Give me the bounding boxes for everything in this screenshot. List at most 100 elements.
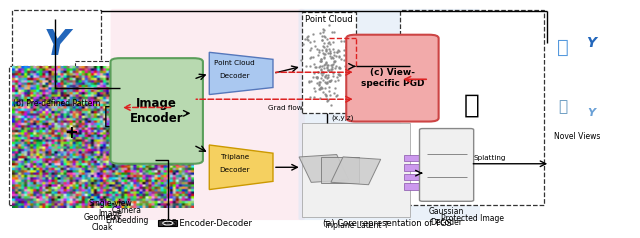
Point — [326, 67, 337, 71]
Point — [327, 65, 337, 69]
Point — [326, 69, 337, 73]
Bar — [158, 220, 177, 226]
Point — [308, 39, 319, 43]
Point — [328, 47, 339, 50]
Point — [335, 66, 345, 70]
Point — [330, 66, 340, 70]
Point — [322, 99, 332, 103]
Point — [316, 96, 326, 100]
Bar — [301, 12, 356, 113]
Point — [330, 64, 340, 68]
Text: Triplane Latent T: Triplane Latent T — [324, 221, 388, 230]
Point — [332, 50, 342, 54]
Point — [327, 63, 337, 67]
Point — [324, 93, 335, 97]
Text: 〰: 〰 — [557, 38, 569, 57]
Point — [322, 76, 332, 79]
Point — [315, 87, 325, 90]
Point — [319, 29, 329, 32]
Point — [316, 67, 326, 71]
Point — [317, 38, 328, 42]
Point — [305, 79, 316, 83]
Point — [334, 66, 344, 69]
Point — [316, 76, 326, 80]
Point — [324, 51, 335, 55]
Point — [332, 78, 342, 82]
Point — [327, 55, 337, 59]
Point — [314, 84, 324, 87]
Point — [316, 85, 326, 89]
Point — [319, 45, 329, 49]
Point — [342, 43, 352, 47]
Point — [321, 47, 331, 51]
Point — [341, 72, 351, 76]
Point — [319, 52, 329, 56]
Point — [302, 37, 312, 40]
Point — [316, 68, 326, 72]
Point — [346, 51, 356, 55]
Point — [317, 64, 327, 68]
Bar — [12, 10, 101, 90]
FancyBboxPatch shape — [419, 129, 474, 201]
Text: Y: Y — [44, 28, 69, 62]
Point — [308, 86, 319, 90]
Text: Image
Encoder: Image Encoder — [130, 97, 184, 125]
Text: (x,y,z): (x,y,z) — [331, 115, 353, 121]
Point — [325, 42, 335, 46]
Polygon shape — [209, 145, 273, 189]
Point — [325, 51, 335, 55]
Point — [326, 67, 337, 71]
Point — [320, 80, 330, 84]
Point — [330, 60, 340, 64]
Point — [316, 86, 326, 89]
FancyBboxPatch shape — [346, 35, 438, 122]
Point — [315, 64, 325, 68]
Point — [326, 30, 337, 34]
Point — [305, 48, 316, 52]
Point — [317, 86, 327, 90]
Point — [310, 65, 321, 69]
Bar — [404, 183, 421, 189]
Point — [340, 64, 350, 68]
Text: Novel Views: Novel Views — [554, 132, 600, 141]
Text: 〰: 〰 — [558, 99, 568, 114]
Bar — [76, 60, 145, 194]
Point — [321, 48, 331, 52]
Point — [316, 59, 326, 63]
Point — [339, 58, 349, 62]
Point — [296, 59, 306, 62]
Point — [328, 74, 339, 78]
Point — [329, 50, 339, 54]
Point — [308, 55, 319, 59]
Point — [321, 65, 332, 69]
FancyBboxPatch shape — [111, 58, 203, 164]
Point — [332, 50, 342, 54]
Point — [308, 32, 319, 36]
Point — [328, 40, 338, 44]
Text: Y: Y — [586, 36, 596, 50]
Point — [323, 63, 333, 67]
Point — [334, 49, 344, 53]
Text: Camera
Embedding: Camera Embedding — [105, 206, 148, 225]
Point — [321, 49, 331, 53]
Point — [310, 65, 321, 69]
Text: 🐼: 🐼 — [464, 92, 480, 118]
FancyBboxPatch shape — [111, 9, 305, 220]
Point — [323, 73, 333, 77]
Point — [314, 80, 324, 84]
Point — [322, 97, 332, 101]
Point — [314, 59, 324, 62]
Point — [305, 40, 315, 44]
Point — [323, 51, 333, 55]
Point — [323, 41, 333, 45]
Point — [319, 74, 330, 78]
Point — [310, 75, 321, 79]
Point — [329, 60, 339, 63]
Point — [320, 62, 330, 66]
Point — [323, 68, 333, 72]
Point — [330, 79, 340, 83]
Point — [317, 51, 328, 55]
Point — [308, 75, 318, 79]
Point — [323, 48, 333, 51]
Point — [314, 79, 324, 83]
